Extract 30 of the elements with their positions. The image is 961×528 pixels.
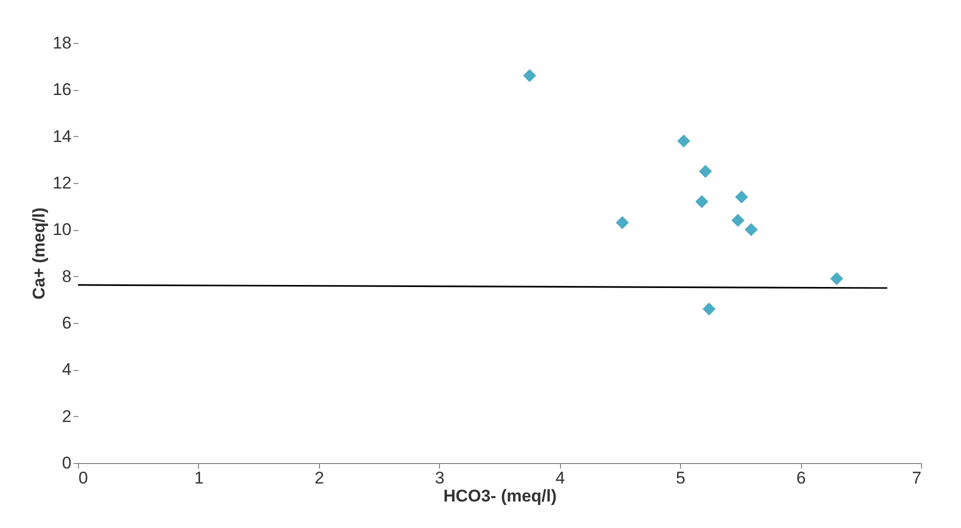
point [698, 164, 712, 178]
y-tick-label: 12 [52, 174, 72, 192]
point [523, 69, 536, 82]
y-tick-label: 16 [52, 80, 72, 100]
x-tick-label: 2 [314, 468, 324, 488]
point [735, 190, 748, 204]
x-tick-label: 1 [194, 468, 204, 488]
x-tick-label: 0 [78, 468, 88, 488]
x-tick-label: 4 [555, 468, 565, 488]
point [677, 134, 690, 148]
y-tick-label: 18 [52, 34, 72, 52]
y-tick-label: 8 [62, 266, 72, 286]
y-tick-label: 10 [52, 220, 72, 240]
point [830, 272, 844, 286]
x-tick-label: 3 [435, 468, 445, 488]
y-tick-label: 14 [52, 126, 72, 146]
x-axis-title: HCO3- (meq/l) [443, 486, 557, 506]
y-tick-label: 2 [62, 406, 72, 426]
point [616, 216, 629, 230]
point [744, 223, 758, 236]
y-tick-label: 4 [62, 360, 72, 380]
y-axis-title: Ca+ (meq/l) [30, 207, 49, 300]
point [695, 195, 708, 208]
x-tick-label: 5 [676, 468, 686, 488]
point [702, 302, 716, 316]
y-tick-label: 6 [62, 314, 72, 332]
x-tick-label: 7 [912, 468, 922, 488]
y-tick-label: 0 [62, 454, 72, 472]
x-tick-label: 6 [796, 468, 806, 488]
point [731, 214, 744, 227]
